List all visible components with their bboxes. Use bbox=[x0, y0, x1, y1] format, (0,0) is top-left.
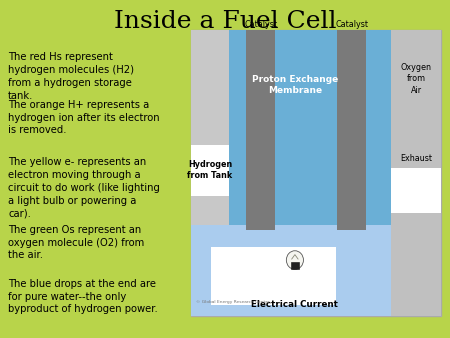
Text: The yellow e- represents an
electron moving through a
circuit to do work (like l: The yellow e- represents an electron mov… bbox=[8, 157, 160, 218]
Text: The green Os represent an
oxygen molecule (O2) from
the air.: The green Os represent an oxygen molecul… bbox=[8, 225, 144, 260]
Text: Hydrogen
from Tank: Hydrogen from Tank bbox=[187, 160, 233, 180]
Bar bbox=[191, 30, 441, 316]
Text: The red Hs represent
hydrogen molecules (H2)
from a hydrogen storage
tank.: The red Hs represent hydrogen molecules … bbox=[8, 52, 134, 101]
Bar bbox=[391, 30, 441, 168]
Bar bbox=[291, 262, 299, 269]
Text: Inside a Fuel Cell: Inside a Fuel Cell bbox=[114, 10, 336, 33]
Text: Exhaust: Exhaust bbox=[400, 154, 432, 164]
Bar bbox=[191, 225, 391, 316]
Ellipse shape bbox=[286, 251, 303, 269]
Text: Oxygen
from
Air: Oxygen from Air bbox=[400, 63, 432, 95]
Bar bbox=[191, 30, 229, 231]
Text: Catalyst: Catalyst bbox=[335, 20, 369, 29]
Bar bbox=[391, 30, 441, 316]
Text: Catalyst: Catalyst bbox=[244, 20, 277, 29]
Bar bbox=[246, 30, 275, 231]
Bar bbox=[191, 145, 229, 196]
Bar bbox=[211, 247, 336, 305]
Text: Electrical Current: Electrical Current bbox=[252, 300, 338, 309]
Text: Proton Exchange
Membrane: Proton Exchange Membrane bbox=[252, 75, 338, 95]
Text: © Global Energy Research Center: © Global Energy Research Center bbox=[196, 300, 270, 304]
Bar bbox=[229, 30, 391, 231]
Text: The orange H+ represents a
hydrogen ion after its electron
is removed.: The orange H+ represents a hydrogen ion … bbox=[8, 100, 160, 135]
Text: The blue drops at the end are
for pure water--the only
byproduct of hydrogen pow: The blue drops at the end are for pure w… bbox=[8, 279, 158, 314]
Bar bbox=[338, 30, 366, 231]
Bar bbox=[391, 168, 441, 213]
